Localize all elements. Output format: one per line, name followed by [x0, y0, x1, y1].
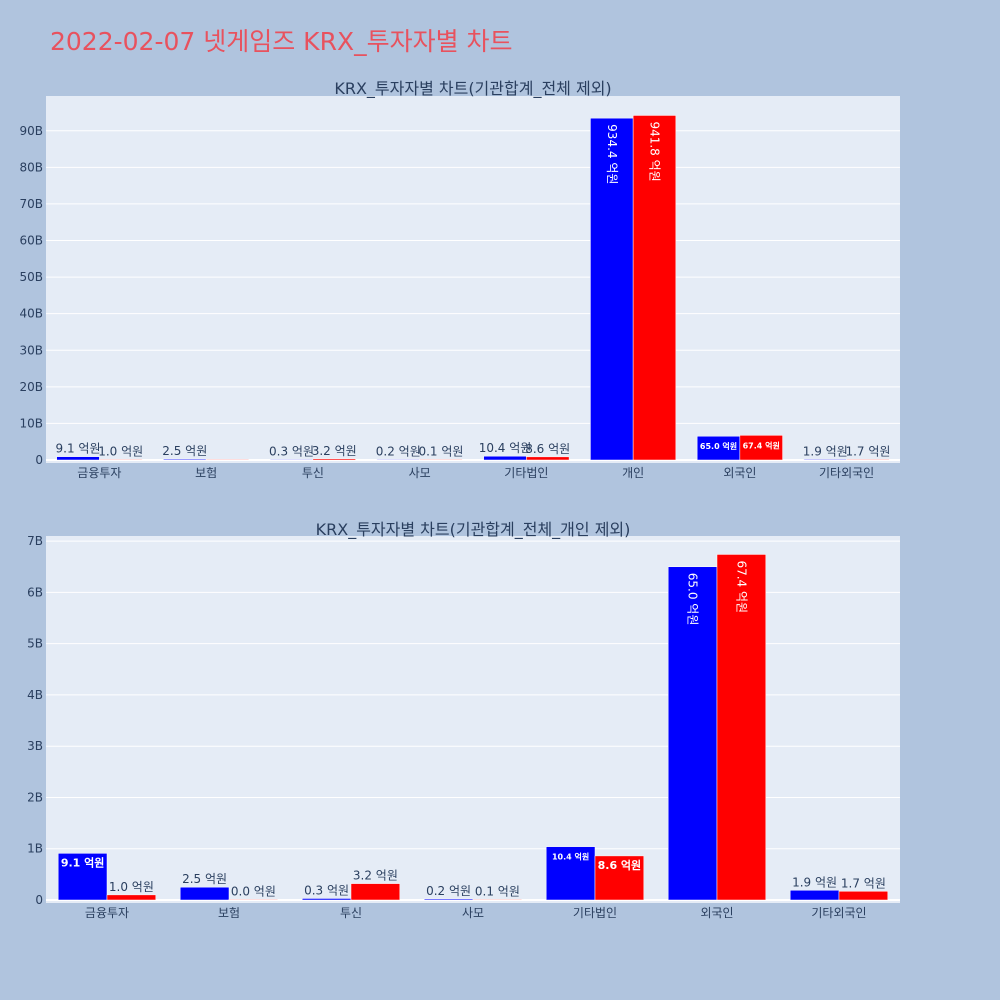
y-tick-label: 20B [19, 380, 43, 394]
bar [269, 459, 314, 461]
x-tick-label: 외국인 [723, 466, 756, 480]
y-tick-label: 2B [27, 790, 43, 804]
bar [803, 459, 847, 461]
y-tick-label: 1B [27, 842, 43, 856]
y-tick-label: 50B [19, 270, 43, 284]
x-tick-label: 보험 [218, 906, 240, 920]
data-label: 65.0 억원 [700, 441, 737, 451]
data-label: 1.0 억원 [98, 444, 143, 458]
y-tick-label: 80B [19, 160, 43, 174]
x-tick-label: 금융투자 [85, 906, 129, 920]
data-label: 0.2 억원 [426, 884, 471, 898]
bar [312, 458, 356, 461]
data-label: 2.5 억원 [162, 444, 207, 458]
y-tick-label: 4B [27, 688, 43, 702]
bar [56, 456, 100, 461]
x-tick-label: 기타외국인 [819, 466, 874, 480]
plot-area [46, 96, 900, 463]
data-label: 0.0 억원 [231, 884, 276, 898]
y-tick-label: 6B [27, 585, 43, 599]
data-label: 9.1 억원 [61, 855, 105, 869]
bar [526, 456, 570, 461]
x-tick-label: 기타외국인 [811, 906, 866, 920]
data-label: 1.9 억원 [803, 444, 848, 458]
bar [301, 898, 352, 901]
bar [57, 853, 108, 901]
data-label: 3.2 억원 [353, 869, 398, 883]
bar [716, 554, 767, 901]
data-label: 941.8 억원 [647, 121, 661, 181]
data-label: 8.6 억원 [598, 858, 642, 872]
data-label: 67.4 억원 [734, 560, 748, 613]
bar [205, 459, 250, 461]
y-tick-label: 90B [19, 124, 43, 138]
data-label: 0.2 억원 [376, 444, 421, 458]
x-tick-label: 금융투자 [77, 466, 121, 480]
x-tick-label: 투신 [302, 466, 324, 480]
data-label: 0.1 억원 [418, 444, 463, 458]
x-tick-label: 보험 [195, 466, 217, 480]
y-tick-label: 0 [35, 453, 43, 467]
data-label: 1.0 억원 [109, 880, 154, 894]
data-label: 1.7 억원 [841, 876, 886, 890]
bar [667, 566, 718, 901]
y-tick-label: 0 [35, 893, 43, 907]
y-tick-label: 7B [27, 534, 43, 548]
bar [739, 435, 783, 461]
x-tick-label: 개인 [622, 466, 644, 480]
bar [350, 883, 401, 901]
data-label: 1.7 억원 [845, 444, 890, 458]
data-label: 0.3 억원 [304, 883, 349, 897]
x-tick-label: 외국인 [700, 906, 733, 920]
data-label: 65.0 억원 [686, 573, 700, 626]
x-tick-label: 사모 [462, 906, 484, 920]
y-tick-label: 40B [19, 307, 43, 321]
bar [99, 459, 143, 461]
x-tick-label: 투신 [340, 906, 362, 920]
chart-panel-1: 0 10B 20B 30B 40B 50B 60B 70B 80B 90B KRX_투자자별 차트(… [19, 79, 900, 480]
bar [594, 855, 645, 901]
data-label: 10.4 억원 [479, 441, 532, 455]
bar [483, 455, 527, 461]
bar [423, 898, 474, 901]
data-label: 2.5 억원 [182, 872, 227, 886]
y-tick-label: 3B [27, 739, 43, 753]
chart-title: KRX_투자자별 차트(기관합계_전체 제외) [334, 79, 611, 99]
data-label: 934.4 억원 [605, 124, 619, 184]
data-label: 3.2 억원 [312, 444, 357, 458]
bar [590, 117, 634, 461]
bar [376, 459, 420, 461]
bar [632, 115, 677, 461]
x-tick-label: 기타법인 [504, 466, 548, 480]
bar [106, 894, 157, 901]
bar [789, 890, 840, 901]
x-tick-label: 기타법인 [573, 906, 617, 920]
bar [472, 899, 523, 901]
bar [179, 886, 230, 901]
y-tick-label: 5B [27, 637, 43, 651]
data-label: 0.3 억원 [269, 444, 314, 458]
bar [846, 459, 890, 461]
y-tick-label: 70B [19, 197, 43, 211]
y-tick-label: 30B [19, 343, 43, 357]
data-label: 1.9 억원 [792, 875, 837, 889]
y-tick-label: 10B [19, 416, 43, 430]
chart-title: KRX_투자자별 차트(기관합계_전체_개인 제외) [316, 520, 631, 540]
page-title: 2022-02-07 넷게임즈 KRX_투자자별 차트 [50, 27, 513, 56]
data-label: 0.1 억원 [475, 884, 520, 898]
bar [228, 899, 279, 901]
bar [163, 458, 207, 461]
data-label: 8.6 억원 [525, 442, 570, 456]
bar [838, 891, 889, 901]
data-label: 10.4 억원 [552, 852, 589, 862]
chart-panel-2: 0 1B 2B 3B 4B 5B 6B 7B KRX_투자자별 차트(기관합계_전체_개인 제외… [27, 520, 900, 920]
plot-area [46, 536, 900, 903]
data-label: 9.1 억원 [56, 442, 101, 456]
bar [419, 459, 463, 461]
x-tick-label: 사모 [409, 466, 431, 480]
data-label: 67.4 억원 [743, 440, 780, 450]
y-tick-label: 60B [19, 234, 43, 248]
